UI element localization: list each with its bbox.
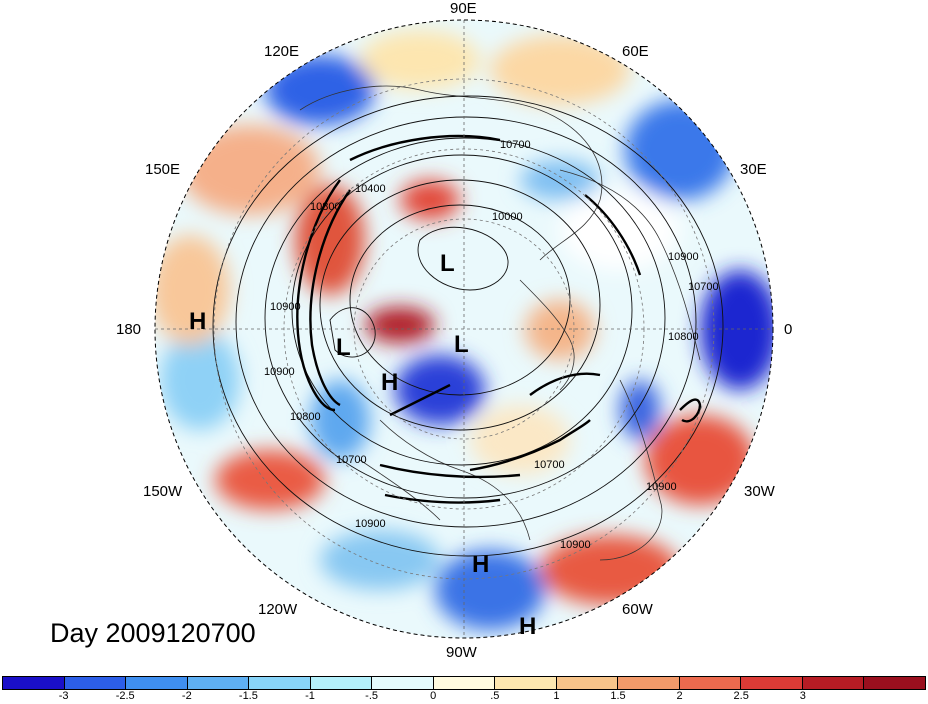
lon-label-180: 180: [116, 321, 141, 338]
colorbar-tick-label: -1.5: [238, 690, 258, 702]
high-pressure-marker: H: [381, 369, 398, 396]
colorbar-tick-label: 3: [799, 690, 806, 702]
lon-label-60e: 60E: [622, 43, 649, 60]
colorbar-ticks: -3 -2.5 -2 -1.5 -1 -.5 0 .5 1 1.5 2 2.5 3: [0, 690, 928, 704]
colorbar-cell: [679, 677, 742, 689]
high-pressure-marker: H: [472, 551, 489, 578]
colorbar-cell: [372, 677, 434, 689]
contour-label: 10700: [688, 281, 719, 293]
lon-label-120e: 120E: [264, 43, 299, 60]
contour-label: 10900: [668, 251, 699, 263]
lon-label-150w: 150W: [143, 483, 183, 500]
colorbar-tick-label: -.5: [365, 690, 379, 702]
colorbar-cell: [433, 677, 496, 689]
low-pressure-marker: L: [454, 331, 469, 358]
contour-label: 10900: [355, 518, 386, 530]
contour-label: 10900: [560, 539, 591, 551]
colorbar-cell: [802, 677, 865, 689]
contour-labels: 10000 10400 10700 10700 10700 10800 1080…: [264, 139, 719, 551]
map-boundary: [154, 19, 774, 639]
contour-label: 10700: [336, 454, 367, 466]
lon-label-90w: 90W: [446, 644, 478, 661]
height-contours: [212, 95, 724, 557]
colorbar-cell: [64, 677, 127, 689]
contour-label: 10700: [500, 139, 531, 151]
contour-label: 10800: [310, 201, 341, 213]
map-title: Day 2009120700: [50, 618, 256, 648]
longitude-labels: 90E 60E 30E 0 30W 60W 90W 120W 150W 180 …: [116, 0, 792, 661]
colorbar-cell: [126, 677, 188, 689]
colorbar-tick-label: -2: [181, 690, 192, 702]
high-pressure-marker: H: [519, 613, 536, 640]
colorbar: [2, 676, 926, 690]
contour-label: 10800: [668, 331, 699, 343]
colorbar-cell: [249, 677, 311, 689]
colorbar-cell: [187, 677, 250, 689]
graticule: [155, 20, 773, 638]
colorbar-tick-label: 1: [553, 690, 560, 702]
colorbar-tick-label: -2.5: [115, 690, 135, 702]
lon-label-0: 0: [784, 321, 792, 338]
colorbar-tick-label: 1.5: [610, 690, 626, 702]
lon-label-30e: 30E: [740, 161, 767, 178]
colorbar-tick-label: 2: [676, 690, 683, 702]
contour-label: 10400: [355, 183, 386, 195]
contour-label: 10000: [492, 211, 523, 223]
colorbar-cell: [864, 677, 925, 689]
colorbar-tick-label: 0: [430, 690, 437, 702]
high-pressure-marker: H: [189, 308, 206, 335]
low-pressure-marker: L: [440, 250, 455, 277]
lon-label-30w: 30W: [744, 483, 776, 500]
lon-label-60w: 60W: [622, 601, 654, 618]
colorbar-cell: [3, 677, 65, 689]
colorbar-cell: [495, 677, 557, 689]
colorbar-cell: [618, 677, 680, 689]
colorbar-cell: [741, 677, 803, 689]
lon-label-90e: 90E: [450, 0, 477, 17]
contour-label: 10700: [534, 459, 565, 471]
colorbar-tick-label: 2.5: [733, 690, 749, 702]
pressure-centers: L L L H H H H: [189, 250, 536, 640]
contour-label: 10900: [270, 301, 301, 313]
contour-label: 10900: [264, 366, 295, 378]
lon-label-150e: 150E: [145, 161, 180, 178]
low-pressure-marker: L: [336, 334, 351, 361]
contour-label: 10800: [290, 411, 321, 423]
jet-contours: [296, 134, 702, 504]
colorbar-tick-label: -3: [58, 690, 69, 702]
lon-label-120w: 120W: [258, 601, 298, 618]
colorbar-cell: [310, 677, 373, 689]
contour-label: 10900: [646, 481, 677, 493]
colorbar-tick-label: .5: [490, 690, 500, 702]
colorbar-tick-label: -1: [305, 690, 315, 702]
colorbar-cell: [556, 677, 619, 689]
